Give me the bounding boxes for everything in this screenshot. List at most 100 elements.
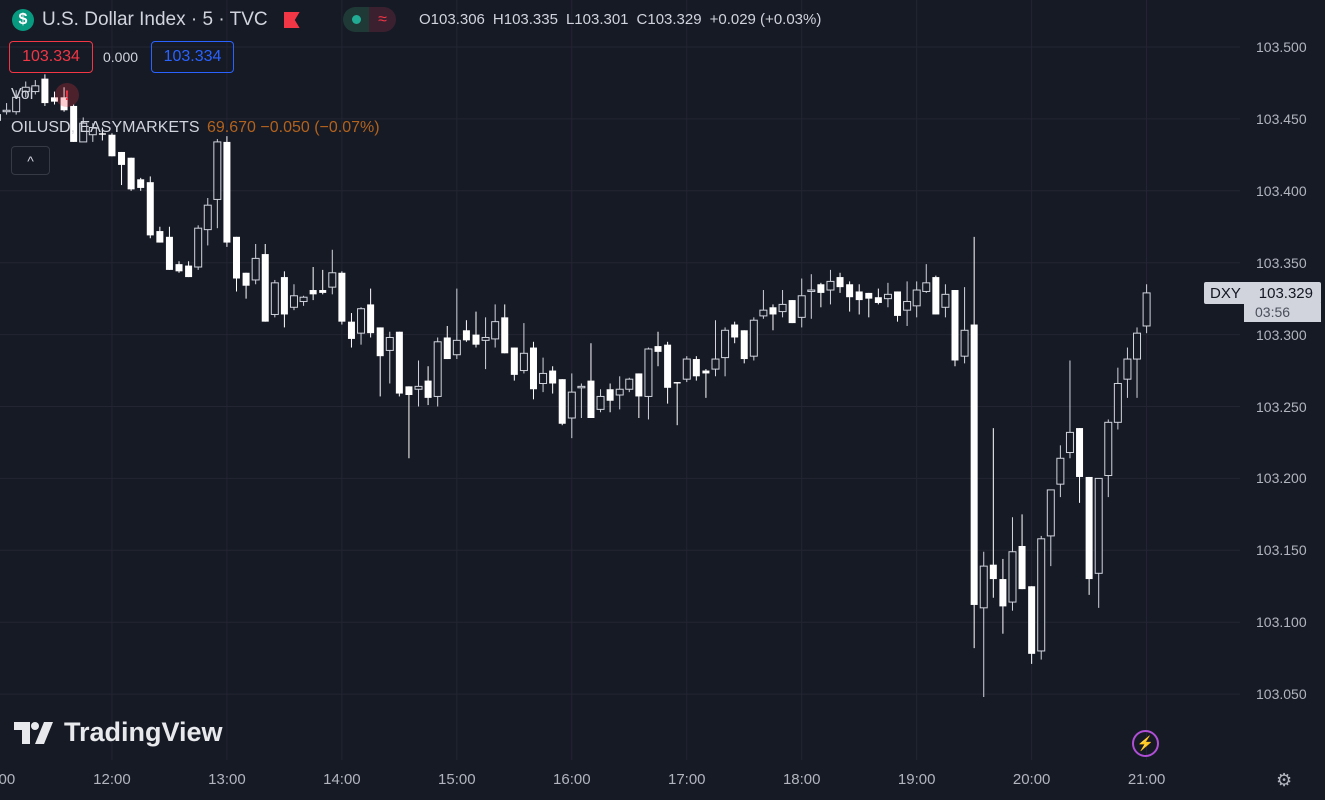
candle-body-down [472,334,480,345]
candle-body-down [424,380,432,398]
candle [472,311,480,348]
candle [414,360,423,407]
candle [433,337,442,407]
candle-body-down [367,304,375,334]
high-value: H103.335 [492,11,558,28]
candle [654,331,662,367]
dollar-icon: $ [12,9,34,31]
candle [979,551,988,697]
red-flag-icon[interactable] [283,12,300,28]
candle-body-down [1028,586,1036,654]
candle [702,369,710,398]
settings-gear-icon[interactable]: ⚙ [1276,770,1293,790]
candle-body-up [941,293,950,308]
candle [165,226,173,270]
candle [79,117,88,143]
candle-body-up [1056,457,1065,485]
candle [88,123,97,142]
candle [587,343,595,419]
candle [137,177,145,191]
candle [510,347,518,381]
candle-body-up [88,127,97,136]
candle-body-down [338,272,346,322]
candle-body-down [932,277,940,315]
candle [807,274,816,319]
candle [673,382,681,426]
approx-icon: ≈ [369,7,396,32]
candle [70,104,78,142]
candle [874,288,882,305]
candle-body-down [118,151,126,165]
candle [1018,514,1026,590]
candle [127,157,135,191]
candle-body-up [194,227,203,268]
candle [1123,347,1132,398]
candle-body-down [654,346,662,352]
candle [1046,489,1055,567]
candle-body-down [309,290,317,295]
candle [280,271,288,328]
candle-body-down [989,564,997,580]
candle [519,323,528,374]
candle-body-down [319,290,327,293]
lightning-icon[interactable]: ⚡ [1132,730,1159,757]
candle [1104,419,1113,498]
candle-body-up [682,358,691,380]
candle [596,389,605,413]
buy-button[interactable]: 103.334 [151,41,234,73]
tradingview-logo-icon [14,721,53,744]
candle-body-down [501,317,509,354]
candle [251,244,260,285]
candle [606,383,614,413]
candle-body-down [999,579,1007,607]
compare-symbol-label[interactable]: OILUSD, EASYMARKETS [11,119,200,136]
candle-body-down [635,373,643,397]
time-tick-label: 21:00 [1127,771,1166,788]
candle-body-up [912,289,921,307]
last-price-tag: DXY 103.329 03:56 [1204,282,1321,322]
candle [558,379,566,426]
warning-icon[interactable]: ! [55,83,79,107]
candle-body-up [21,86,30,93]
candle [883,282,892,308]
candle-body-up [1113,382,1122,423]
symbol-header[interactable]: $ U.S. Dollar Index · 5 · TVC [12,6,300,34]
close-value: C103.329 [636,11,702,28]
price-tick-label: 103.400 [1256,182,1307,199]
candle-body-up [778,303,787,313]
tradingview-logo-text: TradingView [64,717,223,747]
volume-indicator-label[interactable]: Vol [11,86,34,103]
candle [826,269,835,305]
candle-body-down [137,179,145,188]
candle [12,90,21,115]
candle-body-down [970,324,978,605]
market-status-pill[interactable]: ≈ [343,7,396,32]
candle-body-up [1094,477,1103,574]
price-tick-label: 103.200 [1256,470,1307,487]
candle [970,236,978,649]
candle-body-down [664,344,672,388]
candle [395,331,403,397]
candle [846,281,854,312]
candle [922,264,931,293]
candle [941,284,950,318]
collapse-legend-button[interactable]: ^ [11,146,50,175]
tradingview-logo[interactable]: TradingView [14,717,223,748]
open-value: O103.306 [419,11,485,28]
candle-body-down [60,97,68,111]
candle [299,295,308,306]
candle [1065,360,1074,459]
candle-body-down [185,265,193,278]
compare-symbol-value: 69.670 −0.050 (−0.07%) [207,119,380,136]
price-tick-label: 103.450 [1256,110,1307,127]
candle [108,133,116,157]
sell-button[interactable]: 103.334 [9,41,93,73]
time-tick-label: 18:00 [782,771,821,788]
symbol-title[interactable]: U.S. Dollar Index · 5 · TVC [42,9,268,30]
candle [855,284,863,315]
candle [989,428,997,598]
candle [462,320,470,342]
candle-body-up [519,352,528,372]
change-value: +0.029 (+0.03%) [709,11,822,28]
